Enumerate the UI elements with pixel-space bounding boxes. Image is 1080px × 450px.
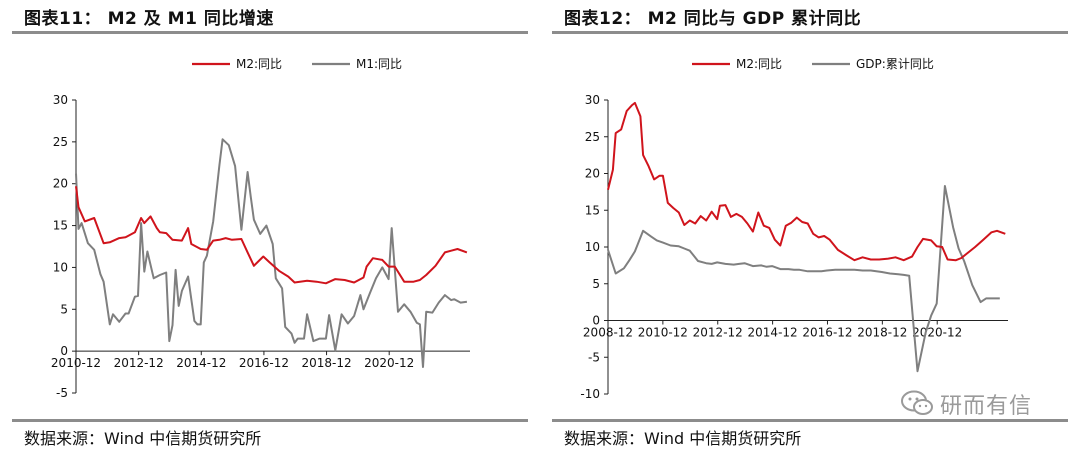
y-tick-label: -10	[580, 387, 600, 401]
y-tick-label: 30	[585, 93, 600, 107]
x-tick-label: 2016-12	[239, 356, 289, 370]
y-tick-label: 15	[53, 219, 68, 233]
chart-panel-m2-m1: 图表11： M2 及 M1 同比增速 M2:同比 M1:同比 -5 0 5 10 15 20 2…	[12, 0, 532, 450]
x-tick-label: 2018-12	[301, 356, 351, 370]
series-line-1	[75, 138, 468, 368]
y-tick-label: 10	[585, 240, 600, 254]
legend-label: M2:同比	[236, 57, 282, 71]
y-tick-label: 20	[585, 167, 600, 181]
source-note: 数据来源：Wind 中信期货研究所	[24, 429, 262, 448]
x-tick-label: 2018-12	[857, 326, 907, 340]
series-line-1	[607, 185, 1000, 373]
chart-panel-m2-gdp: 图表12： M2 同比与 GDP 累计同比 M2:同比 GDP:累计同比 -10 -5…	[552, 0, 1072, 450]
source-divider	[12, 419, 528, 422]
y-tick-label: 25	[585, 130, 600, 144]
y-tick-label: 5	[592, 277, 600, 291]
series-line-0	[75, 186, 468, 285]
wechat-icon	[901, 390, 933, 415]
y-tick-label: 20	[53, 177, 68, 191]
y-tick-label: 0	[60, 344, 68, 358]
x-tick-label: 2014-12	[176, 356, 226, 370]
figure-title: 图表11： M2 及 M1 同比增速	[24, 9, 274, 29]
title-divider	[552, 31, 1068, 34]
y-tick-label: 10	[53, 260, 68, 274]
y-tick-label: -5	[56, 386, 68, 400]
figure-title: 图表12： M2 同比与 GDP 累计同比	[564, 9, 862, 29]
legend-label: GDP:累计同比	[856, 57, 934, 71]
x-tick-label: 2010-12	[51, 356, 101, 370]
title-divider	[12, 31, 528, 34]
line-chart-m2-m1: M2:同比 M1:同比 -5 0 5 10 15 20 25 30 2010-12 2012-12 20…	[51, 57, 470, 400]
x-tick-label: 2020-12	[912, 326, 962, 340]
x-tick-label: 2010-12	[638, 326, 688, 340]
y-tick-label: 5	[60, 302, 68, 316]
x-tick-label: 2012-12	[693, 326, 743, 340]
series-line-0	[607, 101, 1006, 262]
y-tick-label: 0	[592, 314, 600, 328]
x-tick-label: 2008-12	[583, 326, 633, 340]
x-tick-label: 2012-12	[114, 356, 164, 370]
y-tick-label: -5	[588, 350, 600, 364]
legend-label: M1:同比	[356, 57, 402, 71]
x-tick-label: 2016-12	[802, 326, 852, 340]
x-tick-label: 2014-12	[748, 326, 798, 340]
watermark-text: 研而有信	[940, 394, 1033, 419]
y-tick-label: 15	[585, 203, 600, 217]
source-divider	[552, 419, 1068, 422]
y-tick-label: 30	[53, 93, 68, 107]
watermark: 研而有信	[900, 386, 1060, 420]
source-note: 数据来源：Wind 中信期货研究所	[564, 429, 802, 448]
legend-label: M2:同比	[736, 57, 782, 71]
y-tick-label: 25	[53, 135, 68, 149]
line-chart-m2-gdp: M2:同比 GDP:累计同比 -10 -5 0 5 10 15 20 25 30 2008-12 201…	[580, 57, 1008, 401]
x-tick-label: 2020-12	[364, 356, 414, 370]
